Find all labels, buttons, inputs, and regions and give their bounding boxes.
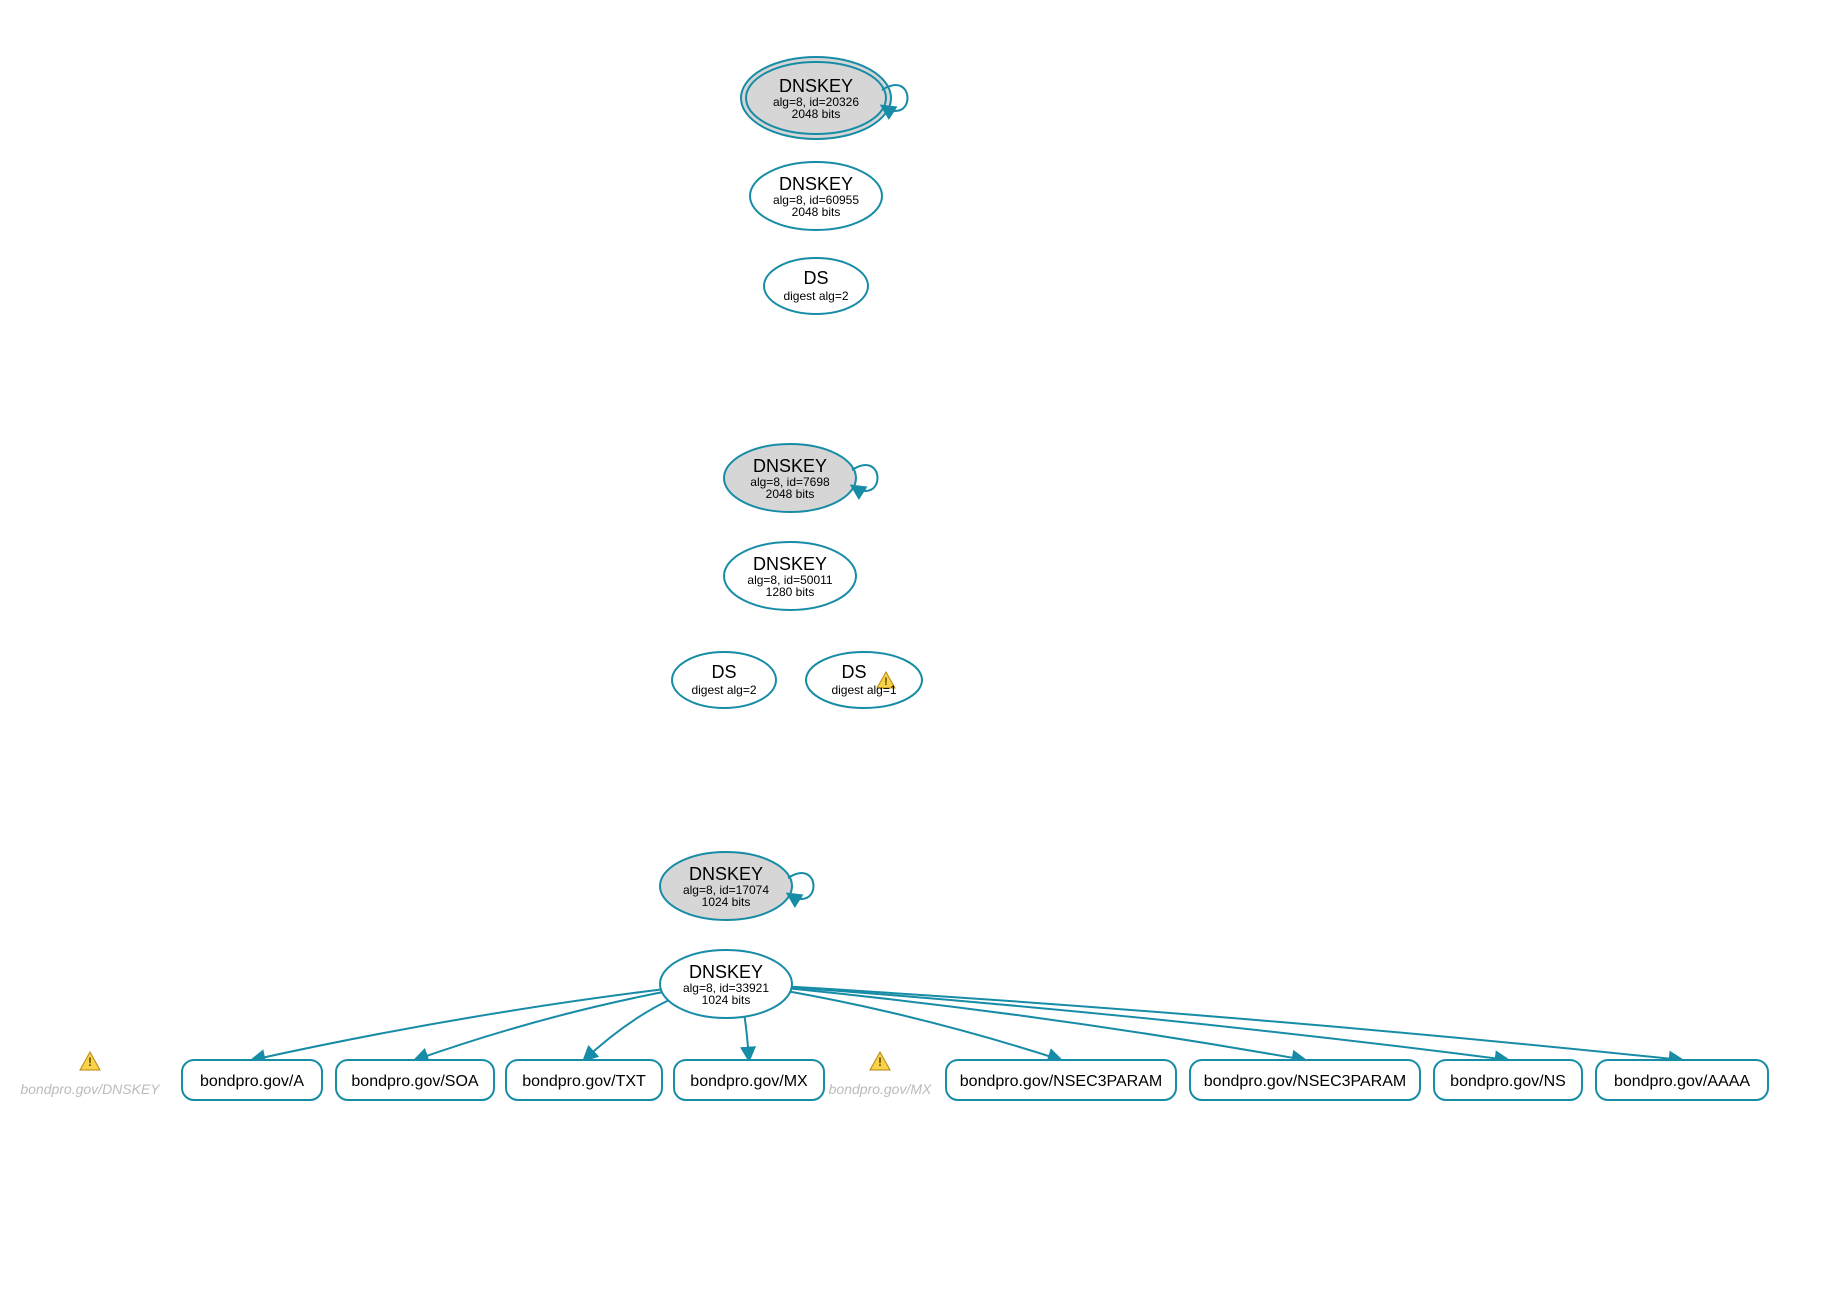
dnssec-chain-diagram: bondpro.gov/A bondpro.gov/SOA bondpro.gov/… [0,0,1827,1299]
node-title: DS [841,662,866,682]
svg-text:!: ! [878,1055,882,1069]
svg-text:!: ! [88,1055,92,1069]
rrset-label: bondpro.gov/AAAA [1614,1073,1750,1090]
warn-label: bondpro.gov/MX [829,1081,932,1097]
rrset-label: bondpro.gov/NSEC3PARAM [960,1073,1162,1090]
node-title: DNSKEY [779,76,853,96]
warn-warn-dnskey: ! bondpro.gov/DNSKEY [20,1052,161,1097]
rrset-label: bondpro.gov/NSEC3PARAM [1204,1073,1406,1090]
node-root-ksk: DNSKEYalg=8, id=203262048 bits [741,57,908,139]
node-title: DNSKEY [753,456,827,476]
node-bits: 1024 bits [702,895,751,909]
node-title: DS [711,662,736,682]
rrset-rr-txt: bondpro.gov/TXT [506,1060,662,1100]
node-root-zsk: DNSKEYalg=8, id=609552048 bits [750,162,882,230]
node-bond-ksk: DNSKEYalg=8, id=170741024 bits [660,852,814,920]
node-title: DNSKEY [689,864,763,884]
signs-edge [252,989,664,1060]
node-bits: 2048 bits [792,205,841,219]
signs-edge [788,987,1508,1060]
node-detail: digest alg=1 [831,683,896,697]
node-root-ds: DSdigest alg=2 [764,258,868,314]
rrset-rr-mx: bondpro.gov/MX [674,1060,824,1100]
signs-edge [415,992,665,1060]
rrset-rr-a: bondpro.gov/A [182,1060,322,1100]
node-title: DNSKEY [689,962,763,982]
node-gov-ds2: !DSdigest alg=1 [806,652,922,708]
rrset-rr-ns: bondpro.gov/NS [1434,1060,1582,1100]
node-detail: digest alg=2 [783,289,848,303]
node-bits: 2048 bits [766,487,815,501]
rrset-label: bondpro.gov/SOA [351,1073,479,1090]
rrset-label: bondpro.gov/MX [690,1073,808,1090]
rrset-label: bondpro.gov/NS [1450,1073,1566,1090]
node-bits: 1280 bits [766,585,815,599]
signs-edge [788,988,1305,1060]
node-title: DS [803,268,828,288]
rrset-rr-n3p2: bondpro.gov/NSEC3PARAM [1190,1060,1420,1100]
node-gov-ksk: DNSKEYalg=8, id=76982048 bits [724,444,878,512]
node-title: DNSKEY [753,554,827,574]
rrset-rr-n3p1: bondpro.gov/NSEC3PARAM [946,1060,1176,1100]
rrset-rr-soa: bondpro.gov/SOA [336,1060,494,1100]
node-title: DNSKEY [779,174,853,194]
warn-warn-mx: ! bondpro.gov/MX [829,1052,932,1097]
warn-label: bondpro.gov/DNSKEY [20,1081,161,1097]
rrset-label: bondpro.gov/A [200,1073,304,1090]
signs-edge [744,1015,749,1060]
node-bits: 2048 bits [792,107,841,121]
signs-edge [584,999,671,1060]
rrset-label: bondpro.gov/TXT [522,1073,646,1090]
rrset-rr-aaaa: bondpro.gov/AAAA [1596,1060,1768,1100]
node-gov-zsk: DNSKEYalg=8, id=500111280 bits [724,542,856,610]
node-detail: digest alg=2 [691,683,756,697]
node-bond-zsk: DNSKEYalg=8, id=339211024 bits [660,950,792,1018]
node-bits: 1024 bits [702,993,751,1007]
node-gov-ds1: DSdigest alg=2 [672,652,776,708]
